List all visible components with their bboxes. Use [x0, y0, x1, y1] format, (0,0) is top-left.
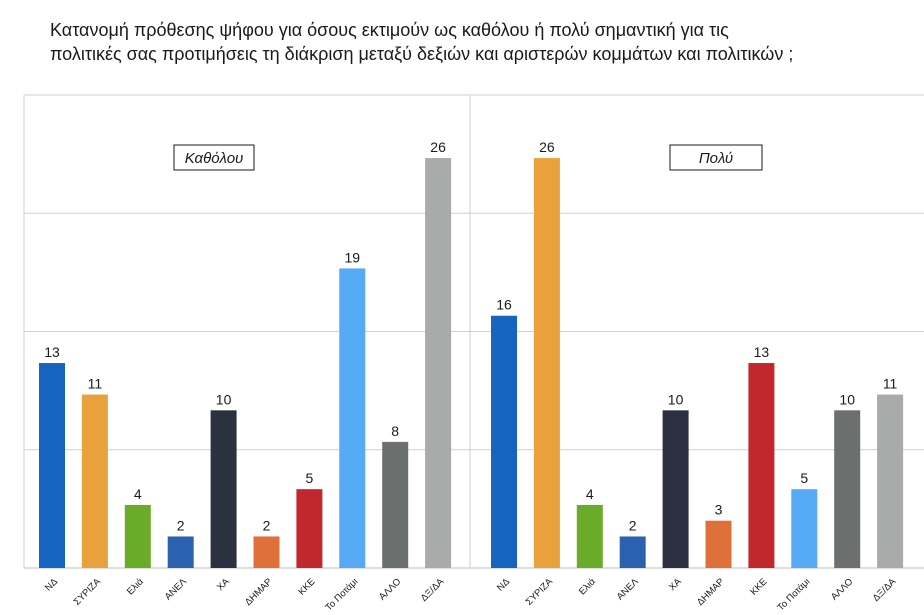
data-label: 13: [44, 344, 60, 360]
title-line-1: Κατανομή πρόθεσης ψήφου για όσους εκτιμο…: [50, 20, 729, 40]
bar: [619, 536, 646, 568]
data-label: 4: [586, 486, 594, 502]
bar: [705, 520, 732, 568]
bar: [533, 158, 560, 569]
panel-label: Πολύ: [699, 150, 733, 167]
category-tick-label: ΔΗΜΑΡ: [243, 576, 275, 608]
data-label: 2: [629, 517, 637, 533]
bar: [167, 536, 194, 568]
bar: [576, 504, 603, 568]
bar: [748, 363, 775, 568]
data-label: 11: [88, 376, 103, 392]
category-tick-label: ΚΚΕ: [296, 576, 317, 597]
data-label: 4: [134, 486, 142, 502]
bar: [877, 394, 904, 568]
data-label: 5: [800, 470, 808, 486]
category-tick-label: ΑΝΕΛ: [163, 576, 190, 603]
bar: [491, 315, 517, 568]
data-label: 10: [839, 391, 855, 407]
title-line-2: πολιτικές σας προτιμήσεις τη διάκριση με…: [50, 44, 794, 64]
bar: [339, 268, 366, 568]
category-tick-label: ΔΞ/ΔΑ: [871, 576, 899, 604]
category-tick-label: Το Ποτάμι: [775, 576, 812, 613]
category-tick-label: ΧΑ: [215, 576, 232, 593]
category-tick-label: ΑΛΛΟ: [829, 576, 855, 602]
category-tick-label: Ελιά: [577, 576, 598, 597]
data-label: 2: [177, 517, 185, 533]
category-tick-label: ΣΥΡΙΖΑ: [72, 576, 104, 608]
data-label: 11: [883, 376, 898, 392]
category-tick-label: Το Ποτάμι: [323, 576, 360, 613]
bar: [382, 441, 409, 568]
category-tick-label: ΑΝΕΛ: [615, 576, 642, 603]
data-label: 2: [263, 517, 271, 533]
panel-label-box: [173, 144, 255, 171]
category-tick-label: ΝΔ: [43, 576, 61, 594]
grid: [23, 94, 924, 569]
bar: [124, 504, 151, 568]
data-label: 13: [754, 344, 770, 360]
bar: [81, 394, 108, 568]
data-label: 8: [391, 423, 399, 439]
bar: [296, 489, 323, 568]
panel-label: Καθόλου: [185, 150, 244, 167]
data-label: 3: [715, 502, 723, 518]
data-label: 10: [216, 391, 232, 407]
bar: [791, 489, 818, 568]
data-label: 16: [496, 297, 512, 313]
category-tick-label: ΚΚΕ: [748, 576, 769, 597]
bar: [253, 536, 280, 568]
category-tick-label: Ελιά: [125, 576, 146, 597]
category-tick-label: ΣΥΡΙΖΑ: [524, 576, 556, 608]
bar: [425, 158, 452, 569]
data-label: 26: [539, 139, 555, 155]
bar: [662, 410, 689, 568]
bar: [210, 410, 237, 568]
category-tick-label: ΑΛΛΟ: [377, 576, 403, 602]
category-tick-label: ΔΗΜΑΡ: [695, 576, 727, 608]
data-label: 26: [430, 139, 446, 155]
chart-title: Κατανομή πρόθεσης ψήφου για όσους εκτιμο…: [50, 18, 910, 66]
bar: [39, 363, 65, 568]
category-tick-label: ΝΔ: [495, 576, 513, 594]
panel-label-box: [669, 144, 763, 171]
bar: [834, 410, 861, 568]
bars: [39, 158, 904, 569]
data-label: 5: [306, 470, 314, 486]
data-label: 10: [668, 391, 684, 407]
data-label: 19: [345, 249, 361, 265]
category-tick-label: ΔΞ/ΔΑ: [419, 576, 447, 604]
category-tick-label: ΧΑ: [667, 576, 684, 593]
